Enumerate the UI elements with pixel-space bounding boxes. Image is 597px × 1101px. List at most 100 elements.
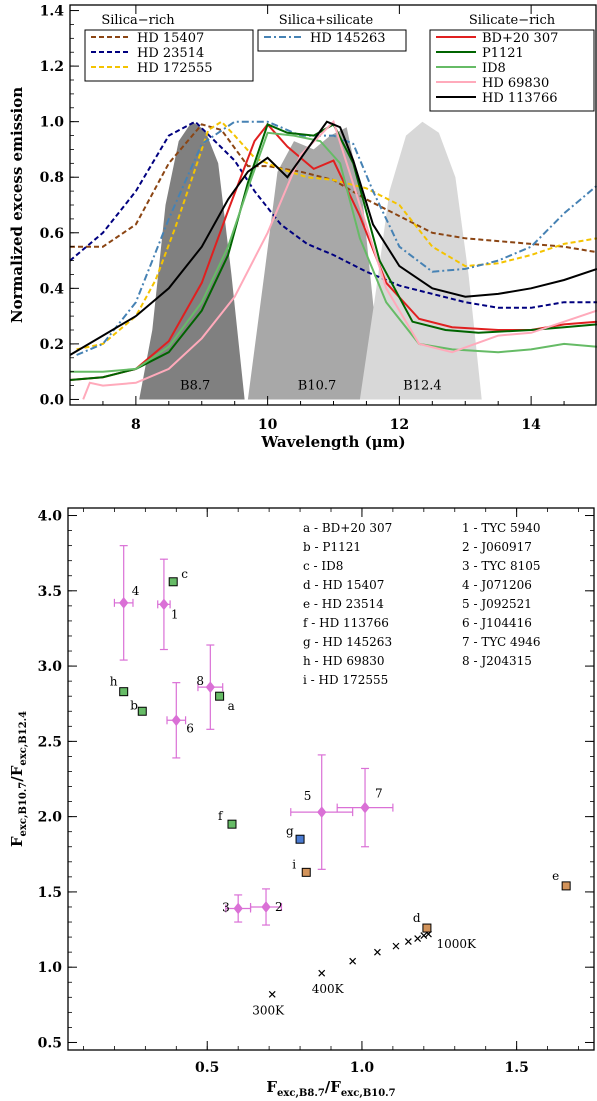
legend-letter-entry: b - P1121	[303, 540, 361, 554]
square-point	[119, 687, 129, 697]
y-tick-label: 4.0	[38, 509, 63, 525]
diamond-point	[205, 681, 215, 693]
legend-entry: BD+20 307	[482, 31, 558, 46]
y-tick-label: 0.2	[40, 337, 64, 353]
legend-group-title: Silica+silicate	[279, 13, 374, 28]
filter-label-B124: B12.4	[403, 378, 442, 393]
legend-number-entry: 8 - J204315	[462, 654, 532, 668]
point-number-label: 4	[132, 584, 140, 598]
y-axis-label: Fexc,B10.7/Fexc,B12.4	[8, 711, 29, 847]
square-point	[301, 867, 311, 877]
legend-letter-entry: g - HD 145263	[303, 635, 392, 649]
legend-letter-entry: a - BD+20 307	[303, 521, 392, 535]
filter-label-B87: B8.7	[180, 378, 210, 393]
point-letter-label: a	[228, 699, 235, 713]
point-number-label: 2	[275, 900, 283, 914]
legend-box	[84, 29, 254, 82]
color-color-panel: 0.5 1.0 1.5 0.5 1.0 1.5 2.0 2.5 3.0 3.5 4.0 Fexc,B8…	[8, 507, 595, 1099]
x-axis-label: Fexc,B8.7/Fexc,B10.7	[266, 1078, 395, 1099]
legend-box	[257, 29, 407, 52]
legend-entry: HD 69830	[482, 76, 549, 91]
y-axis-label-sub: exc,B10.7	[18, 782, 29, 837]
x-axis-label-sub2: exc,B10.7	[341, 1088, 396, 1099]
legend-group-title: Silicate−rich	[469, 13, 556, 28]
point-letter-label: h	[110, 675, 118, 689]
series-line-P1121	[69, 123, 597, 381]
blackbody-point	[404, 938, 412, 946]
point-number-label: 8	[196, 674, 204, 688]
legend-letter-entry: c - ID8	[303, 559, 343, 573]
point-letter-label: i	[292, 857, 296, 871]
y-axis-label: Normalized excess emission	[8, 87, 26, 323]
y-tick-label: 2.5	[38, 734, 62, 750]
blackbody-point	[268, 990, 276, 998]
legend-number-entry: 4 - J071206	[462, 578, 532, 592]
square-point	[295, 834, 305, 844]
legend-letter-entry: h - HD 69830	[303, 654, 385, 668]
blackbody-point	[373, 948, 381, 956]
legend-letter-entry: d - HD 15407	[303, 578, 384, 592]
series-line-HD-145263	[76, 120, 597, 356]
x-tick-label: 8	[131, 417, 141, 433]
x-tick-label: 14	[521, 417, 541, 433]
filter-label-B107: B10.7	[298, 378, 337, 393]
point-number-label: 7	[375, 787, 383, 801]
point-number-label: 5	[304, 789, 312, 803]
y-tick-label: 0.8	[40, 170, 64, 186]
blackbody-label: 300K	[252, 1003, 285, 1017]
x-tick-label: 1.0	[350, 1060, 375, 1076]
x-axis-label-main: F	[266, 1078, 277, 1096]
y-axis-label-main: F	[8, 836, 26, 847]
legend-letter-entry: e - HD 23514	[303, 597, 384, 611]
legend-number-entry: 3 - TYC 8105	[462, 559, 541, 573]
square-point	[215, 691, 225, 701]
diamond-point	[119, 597, 129, 609]
y-tick-label: 0.5	[38, 1035, 62, 1051]
square-point	[561, 881, 571, 891]
legend-letter-entry: f - HD 113766	[303, 616, 389, 630]
point-letter-label: c	[181, 567, 188, 581]
y-tick-label: 0.4	[40, 281, 65, 297]
y-axis-label-sep: /F	[8, 765, 26, 781]
series-line-HD-113766	[69, 120, 597, 356]
square-point	[422, 923, 432, 933]
legend-number-entry: 1 - TYC 5940	[462, 521, 541, 535]
series-line-HD-23514	[69, 120, 597, 309]
diamond-point	[159, 598, 169, 611]
point-letter-label: d	[413, 911, 421, 925]
diamond-point	[171, 714, 181, 727]
blackbody-point	[420, 932, 428, 940]
point-letter-label: g	[286, 824, 294, 838]
legend-number-entry: 5 - J092521	[462, 597, 532, 611]
blackbody-point	[392, 942, 400, 950]
legend-entry: P1121	[482, 46, 524, 61]
y-axis-label-sub2: exc,B12.4	[18, 711, 29, 766]
square-point	[227, 819, 237, 829]
legend-entry: HD 15407	[137, 31, 204, 46]
x-axis-label: Wavelength (μm)	[260, 433, 405, 451]
y-tick-label: 0.6	[40, 226, 64, 242]
blackbody-point	[414, 935, 422, 943]
x-tick-label: 10	[258, 417, 278, 433]
series-line-HD-15407	[70, 123, 597, 254]
blackbody-label: 400K	[312, 982, 345, 996]
legend-entry: HD 23514	[137, 46, 204, 61]
x-tick-label: 0.5	[195, 1060, 219, 1076]
y-tick-label: 1.2	[40, 59, 64, 75]
legend-entry: HD 145263	[310, 31, 386, 46]
x-tick-label: 1.5	[504, 1060, 528, 1076]
point-number-label: 3	[222, 900, 230, 914]
diamond-point	[360, 801, 370, 814]
blackbody-point	[349, 957, 357, 965]
legend-letter-entry: i - HD 172555	[303, 673, 388, 687]
y-tick-label: 1.4	[40, 4, 65, 20]
y-tick-label: 1.5	[38, 885, 62, 901]
point-letter-label: b	[130, 698, 138, 712]
legend-number-entry: 6 - J104416	[462, 616, 532, 630]
legend-entry: HD 172555	[137, 61, 213, 76]
point-number-label: 1	[171, 607, 179, 621]
x-tick-label: 12	[390, 417, 409, 433]
y-tick-label: 1.0	[40, 115, 65, 131]
diamond-point	[233, 902, 243, 915]
